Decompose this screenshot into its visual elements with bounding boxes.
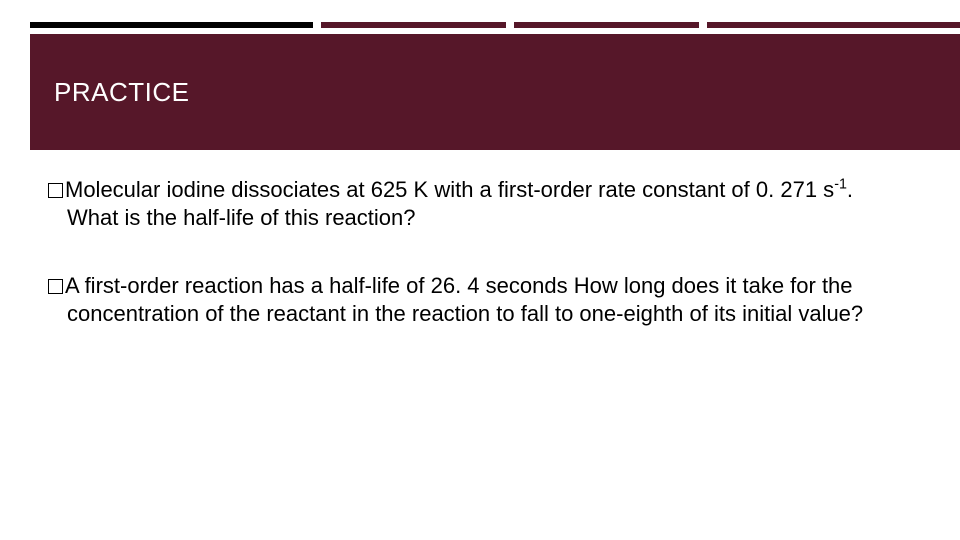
slide: PRACTICE Molecular iodine dissociates at… [0, 0, 960, 540]
bullet-0: Molecular iodine dissociates at 625 K wi… [48, 176, 904, 232]
title-band: PRACTICE [30, 34, 960, 150]
top-bar-segment-1 [321, 22, 506, 28]
checkbox-icon [48, 183, 63, 198]
top-bar-segment-3 [707, 22, 960, 28]
top-accent-bar [30, 22, 960, 28]
checkbox-icon [48, 279, 63, 294]
slide-title: PRACTICE [54, 77, 189, 108]
bullet-1: A first-order reaction has a half-life o… [48, 272, 904, 328]
top-bar-segment-0 [30, 22, 313, 28]
top-bar-segment-2 [514, 22, 699, 28]
content-area: Molecular iodine dissociates at 625 K wi… [48, 176, 904, 369]
